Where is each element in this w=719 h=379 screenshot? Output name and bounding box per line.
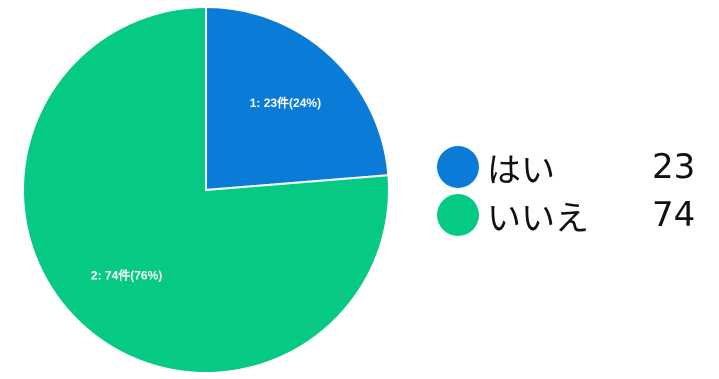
legend-item-no: いいえ 74 [437,191,695,239]
legend-swatch-no [437,194,479,236]
chart-legend: はい 23 いいえ 74 [437,143,695,239]
pie-slice-2 [22,5,390,374]
legend-swatch-yes [437,146,479,188]
legend-value-yes: 23 [652,147,696,187]
pie-slice-1 [205,5,390,192]
pie-slice-label-2: 2: 74件(76%) [91,267,162,282]
legend-label-no: いいえ [487,198,589,239]
legend-value-no: 74 [652,195,696,235]
pie-slice-label-1: 1: 23件(24%) [250,95,321,110]
legend-item-yes: はい 23 [437,143,695,191]
legend-label-yes: はい [487,150,555,191]
